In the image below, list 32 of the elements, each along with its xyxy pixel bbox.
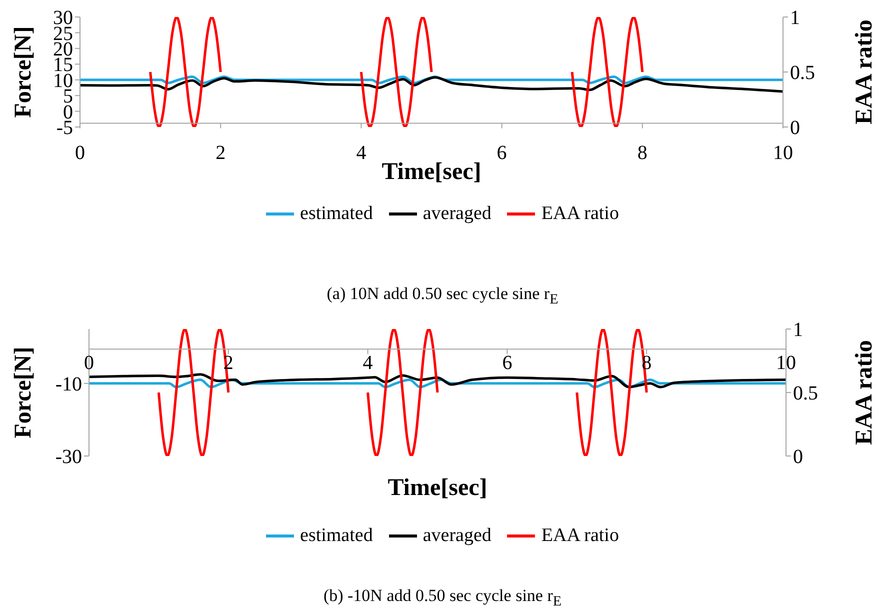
x-tick-label: 2: [216, 142, 226, 164]
y2-tick-label: 0.5: [790, 62, 815, 84]
x-tick-label: 10: [776, 352, 796, 374]
text: (a) 10N add 0.50 sec cycle sine r$_{E}$: [326, 284, 560, 308]
x-axis-title: Time[sec]: [388, 475, 488, 501]
y-axis-title: Force[N]: [10, 26, 37, 118]
legend-label: estimated: [300, 203, 373, 225]
x-tick-label: 8: [637, 142, 648, 164]
x-tick-label: 6: [496, 142, 507, 164]
y2-tick-label: 1: [793, 319, 803, 342]
x-tick-label: 6: [502, 352, 512, 374]
legend-label: EAA ratio: [541, 203, 619, 225]
y2-axis-title: EAA ratio: [852, 340, 878, 445]
x-tick-label: 4: [356, 142, 366, 164]
x-tick-label: 4: [362, 352, 373, 374]
legend-label: estimated: [300, 525, 373, 547]
y2-tick-label: 0: [790, 117, 800, 140]
legend-label: averaged: [422, 525, 492, 547]
legend-label: averaged: [422, 203, 492, 225]
y-axis-title: Force[N]: [10, 346, 37, 438]
line-series: [80, 76, 783, 93]
y2-axis-title: EAA ratio: [852, 20, 878, 124]
y2-tick-label: 0.5: [793, 382, 818, 405]
x-axis-title: Time[sec]: [382, 159, 482, 185]
y2-tick-label: 0: [793, 446, 803, 468]
y2-tick-label: 1: [790, 7, 800, 30]
line-series: [89, 373, 786, 388]
x-tick-label: 10: [773, 142, 793, 164]
text: (b) -10N add 0.50 sec cycle sine r$_{E}$: [322, 586, 563, 610]
y-tick-label: -10: [55, 374, 82, 396]
y-tick-label: -30: [55, 446, 82, 468]
legend-label: EAA ratio: [541, 525, 619, 547]
